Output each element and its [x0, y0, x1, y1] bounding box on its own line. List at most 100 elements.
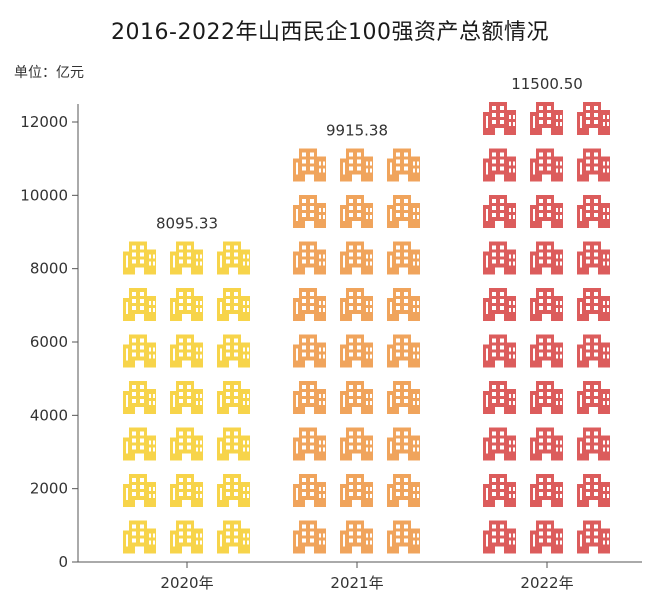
building-icon [340, 474, 373, 507]
building-icon [170, 288, 203, 321]
unit-label: 单位：亿元 [14, 65, 84, 81]
building-icon [217, 520, 250, 554]
building-icon [293, 427, 326, 461]
building-icon [577, 102, 610, 135]
building-icon [340, 241, 373, 275]
building-icon [530, 288, 563, 321]
building-icon [483, 381, 516, 414]
building-icon [387, 148, 420, 182]
building-icon [123, 474, 156, 507]
building-icon [170, 520, 203, 554]
building-icon [387, 381, 420, 414]
building-icon [293, 520, 326, 554]
building-icon [340, 334, 373, 368]
building-icon [123, 381, 156, 414]
x-tick-label: 2021年 [330, 574, 383, 592]
building-icon [293, 474, 326, 507]
y-tick-label: 6000 [30, 333, 68, 351]
building-icon [577, 288, 610, 321]
building-icon [123, 241, 156, 275]
building-icon [387, 474, 420, 507]
bar [123, 241, 250, 554]
building-icon [483, 474, 516, 507]
building-icon [340, 381, 373, 414]
building-icon [483, 288, 516, 321]
building-icon [170, 474, 203, 507]
building-icon [577, 148, 610, 182]
building-icon [530, 381, 563, 414]
building-icon [293, 334, 326, 368]
building-icon [577, 520, 610, 554]
y-tick-label: 10000 [20, 186, 68, 204]
bars-layer [123, 102, 610, 554]
building-icon [530, 474, 563, 507]
building-icon [530, 195, 563, 228]
building-icon [340, 427, 373, 461]
building-icon [387, 334, 420, 368]
building-icon [530, 427, 563, 461]
building-icon [387, 288, 420, 321]
x-tick-label: 2022年 [520, 574, 573, 592]
building-icon [577, 427, 610, 461]
building-icon [293, 381, 326, 414]
data-label: 8095.33 [156, 215, 218, 233]
building-icon [217, 241, 250, 275]
building-icon [483, 102, 516, 135]
data-label: 9915.38 [326, 122, 388, 140]
building-icon [170, 334, 203, 368]
x-tick-label: 2020年 [160, 574, 213, 592]
building-icon [340, 148, 373, 182]
building-icon [217, 427, 250, 461]
building-icon [577, 474, 610, 507]
chart-title: 2016-2022年山西民企100强资产总额情况 [111, 20, 549, 45]
building-icon [293, 241, 326, 275]
building-icon [530, 148, 563, 182]
y-tick-label: 4000 [30, 406, 68, 424]
bar [483, 102, 610, 554]
building-icon [483, 520, 516, 554]
building-icon [170, 381, 203, 414]
building-icon [530, 102, 563, 135]
building-icon [217, 381, 250, 414]
building-icon [387, 195, 420, 228]
building-icon [483, 148, 516, 182]
building-icon [577, 334, 610, 368]
y-tick-label: 0 [58, 553, 68, 571]
building-icon [340, 520, 373, 554]
building-icon [293, 288, 326, 321]
bar [293, 148, 420, 554]
building-icon [577, 195, 610, 228]
building-icon [483, 427, 516, 461]
building-icon [483, 195, 516, 228]
building-icon [387, 427, 420, 461]
building-icon [293, 195, 326, 228]
building-icon [340, 195, 373, 228]
building-icon [577, 381, 610, 414]
building-icon [123, 288, 156, 321]
building-icon [217, 288, 250, 321]
building-icon [577, 241, 610, 275]
labels-layer: 8095.33 9915.38 11500.50 [156, 75, 583, 233]
building-icon [123, 520, 156, 554]
building-icon [483, 241, 516, 275]
building-icon [340, 288, 373, 321]
data-label: 11500.50 [511, 75, 583, 93]
building-icon [530, 520, 563, 554]
building-icon [123, 427, 156, 461]
building-icon [530, 334, 563, 368]
y-tick-label: 2000 [30, 480, 68, 498]
building-icon [170, 427, 203, 461]
building-icon [170, 241, 203, 275]
building-icon [293, 148, 326, 182]
y-tick-label: 12000 [20, 113, 68, 131]
y-tick-label: 8000 [30, 260, 68, 278]
building-icon [217, 474, 250, 507]
building-icon [123, 334, 156, 368]
building-icon [387, 520, 420, 554]
building-icon [530, 241, 563, 275]
building-icon [217, 334, 250, 368]
building-icon [387, 241, 420, 275]
building-icon [483, 334, 516, 368]
axis-layer: 0 2000 4000 6000 8000 10000 12000 2020年 2021年 202… [20, 104, 642, 592]
